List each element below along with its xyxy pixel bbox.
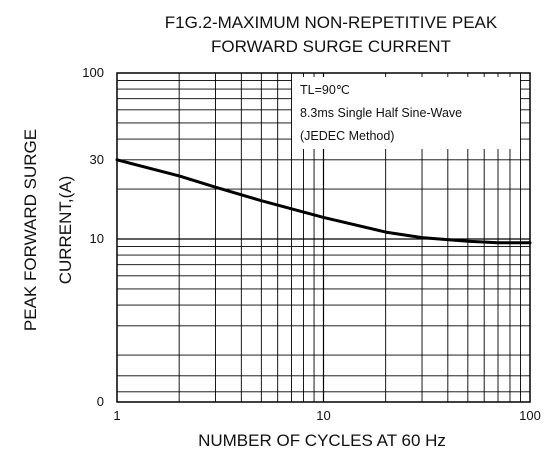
x-tick-label: 100 bbox=[519, 408, 541, 423]
y-tick-label: 10 bbox=[90, 231, 104, 246]
x-ticks: 1 10 100 bbox=[113, 408, 540, 423]
x-tick-label: 10 bbox=[316, 408, 330, 423]
series-layer bbox=[115, 158, 532, 245]
annotation-text: 8.3ms Single Half Sine-Wave bbox=[300, 106, 462, 120]
chart-title-line2: FORWARD SURGE CURRENT bbox=[211, 37, 451, 56]
annotation-text: (JEDEC Method) bbox=[300, 129, 394, 143]
annotation-background bbox=[292, 77, 520, 149]
y-tick-label: 100 bbox=[82, 65, 104, 80]
y-axis-label-line2: CURRENT,(A) bbox=[56, 176, 75, 285]
annotation-text: TL=90℃ bbox=[300, 83, 350, 97]
x-tick-label: 1 bbox=[113, 408, 120, 423]
y-tick-label: 30 bbox=[90, 152, 104, 167]
plot-border bbox=[116, 72, 531, 403]
chart-title-line1: F1G.2-MAXIMUM NON-REPETITIVE PEAK bbox=[165, 13, 498, 32]
y-axis-label-line1: PEAK FORWARD SURGE bbox=[21, 129, 40, 331]
x-axis-label: NUMBER OF CYCLES AT 60 Hz bbox=[198, 431, 446, 450]
annotation-box: TL=90℃ 8.3ms Single Half Sine-Wave (JEDEC … bbox=[292, 77, 520, 149]
y-tick-label: 0 bbox=[97, 394, 104, 409]
series-line bbox=[115, 158, 532, 245]
plot-frame bbox=[116, 72, 531, 403]
